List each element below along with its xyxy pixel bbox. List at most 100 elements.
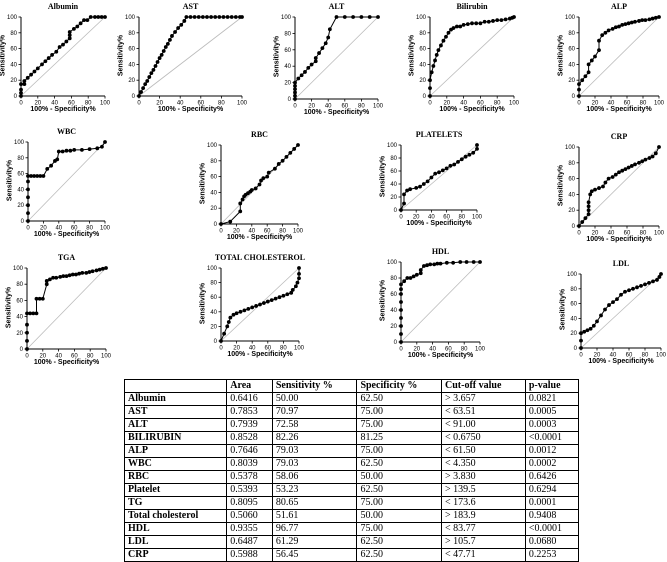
- x-tick-label: 100: [654, 231, 665, 237]
- x-axis-label: 100% - Specificity%: [157, 106, 224, 113]
- x-tick-label: 100: [294, 346, 305, 352]
- roc-point: [577, 224, 581, 228]
- roc-point: [659, 272, 663, 276]
- roc-point: [93, 15, 97, 19]
- table-cell: 0.7853: [226, 405, 273, 419]
- table-row: HDL 0.9355 96.77 75.00 < 83.77 <0.0001: [123, 522, 580, 536]
- roc-point: [44, 279, 49, 283]
- roc-point: [617, 170, 621, 175]
- roc-point: [95, 146, 100, 151]
- table-cell: > 105.7: [441, 535, 526, 549]
- x-tick-label: 60: [71, 354, 78, 360]
- roc-point: [284, 154, 289, 159]
- roc-point: [22, 79, 27, 83]
- roc-point: [75, 24, 80, 29]
- roc-point: [149, 71, 154, 75]
- roc-point: [603, 30, 608, 35]
- y-tick-label: 0: [574, 346, 578, 352]
- roc-point: [26, 203, 30, 208]
- y-axis-label: Sensitivity%: [6, 159, 14, 201]
- x-tick-label: 0: [399, 347, 403, 353]
- roc-point: [405, 276, 410, 280]
- x-tick-label: 80: [358, 104, 365, 110]
- x-tick-label: 40: [608, 231, 615, 237]
- roc-point: [359, 15, 364, 19]
- y-tick-label: 80: [10, 31, 17, 37]
- table-cell: < 61.50: [441, 444, 526, 458]
- roc-point: [491, 19, 495, 23]
- roc-point: [26, 174, 30, 178]
- roc-point: [49, 163, 53, 168]
- roc-point: [631, 286, 635, 291]
- x-tick-label: 40: [55, 354, 62, 360]
- table-cell: 79.03: [271, 457, 358, 471]
- table-cell: 62.50: [356, 457, 443, 471]
- x-tick-label: 60: [341, 104, 348, 110]
- row-label: RBC: [123, 470, 228, 484]
- roc-point: [580, 220, 585, 224]
- roc-point: [633, 162, 637, 167]
- roc-point: [72, 26, 76, 31]
- row-label: Platelet: [123, 483, 228, 497]
- y-axis-label: Sensitivity%: [379, 155, 387, 197]
- roc-point: [471, 260, 476, 264]
- roc-point: [35, 66, 40, 71]
- roc-point: [57, 45, 62, 49]
- roc-point: [34, 296, 39, 301]
- roc-point: [25, 347, 29, 351]
- y-tick-label: 20: [10, 78, 17, 84]
- roc-point: [288, 151, 293, 155]
- row-label: AST: [123, 405, 228, 419]
- reference-diagonal: [27, 141, 106, 222]
- roc-point: [225, 324, 230, 329]
- x-tick-label: 20: [39, 354, 46, 360]
- row-label: BILIRUBIN: [123, 431, 228, 445]
- roc-point: [650, 16, 655, 21]
- roc-point: [64, 274, 69, 278]
- x-tick-label: 80: [458, 215, 465, 221]
- roc-point: [657, 145, 661, 149]
- x-tick-label: 60: [443, 215, 450, 221]
- roc-point: [320, 46, 325, 51]
- roc-point: [615, 297, 619, 302]
- roc-point: [610, 26, 615, 31]
- roc-point: [626, 165, 631, 170]
- roc-point: [100, 144, 104, 149]
- y-tick-label: 80: [419, 31, 426, 37]
- roc-point: [418, 184, 422, 189]
- table-row: ALT 0.7939 72.58 75.00 < 91.00 0.0003: [123, 418, 580, 432]
- roc-chart-alp: ALP 0 20 40 60 80 100 0 20 40 60 80 100 100% - Specif…: [558, 2, 665, 113]
- roc-point: [293, 93, 297, 98]
- roc-plot: 0 20 40 60 80 100 0 20 40 60 80 100: [281, 15, 384, 110]
- roc-point: [451, 260, 456, 265]
- table-cell: 82.26: [271, 431, 358, 445]
- x-tick-label: 20: [156, 101, 163, 107]
- y-tick-label: 100: [207, 143, 218, 149]
- table-cell: 58.06: [271, 470, 358, 484]
- roc-point: [64, 148, 69, 153]
- y-tick-label: 60: [284, 48, 291, 54]
- roc-point: [589, 189, 594, 194]
- roc-point: [583, 74, 588, 79]
- table-row: AST 0.7853 70.97 75.00 < 63.51 0.0005: [123, 405, 580, 419]
- roc-point: [25, 330, 29, 335]
- table-cell: 79.03: [271, 444, 358, 458]
- y-axis-label: Sensitivity%: [199, 282, 207, 324]
- roc-point: [25, 339, 29, 343]
- reference-diagonal: [294, 16, 379, 100]
- roc-point: [87, 270, 92, 274]
- roc-point: [583, 216, 588, 220]
- x-tick-label: 0: [577, 101, 581, 107]
- roc-point: [437, 170, 441, 175]
- roc-point: [50, 53, 54, 57]
- table-cell: 0.9408: [524, 509, 580, 523]
- roc-point: [67, 33, 72, 38]
- y-axis-label: Sensitivity%: [199, 162, 207, 204]
- roc-point: [19, 82, 23, 87]
- roc-point: [219, 339, 223, 343]
- x-axis-label: 100% - Specificity%: [588, 358, 654, 365]
- roc-point: [19, 94, 23, 98]
- row-label: CRP: [123, 548, 228, 562]
- roc-point: [399, 208, 403, 212]
- roc-point: [637, 160, 641, 165]
